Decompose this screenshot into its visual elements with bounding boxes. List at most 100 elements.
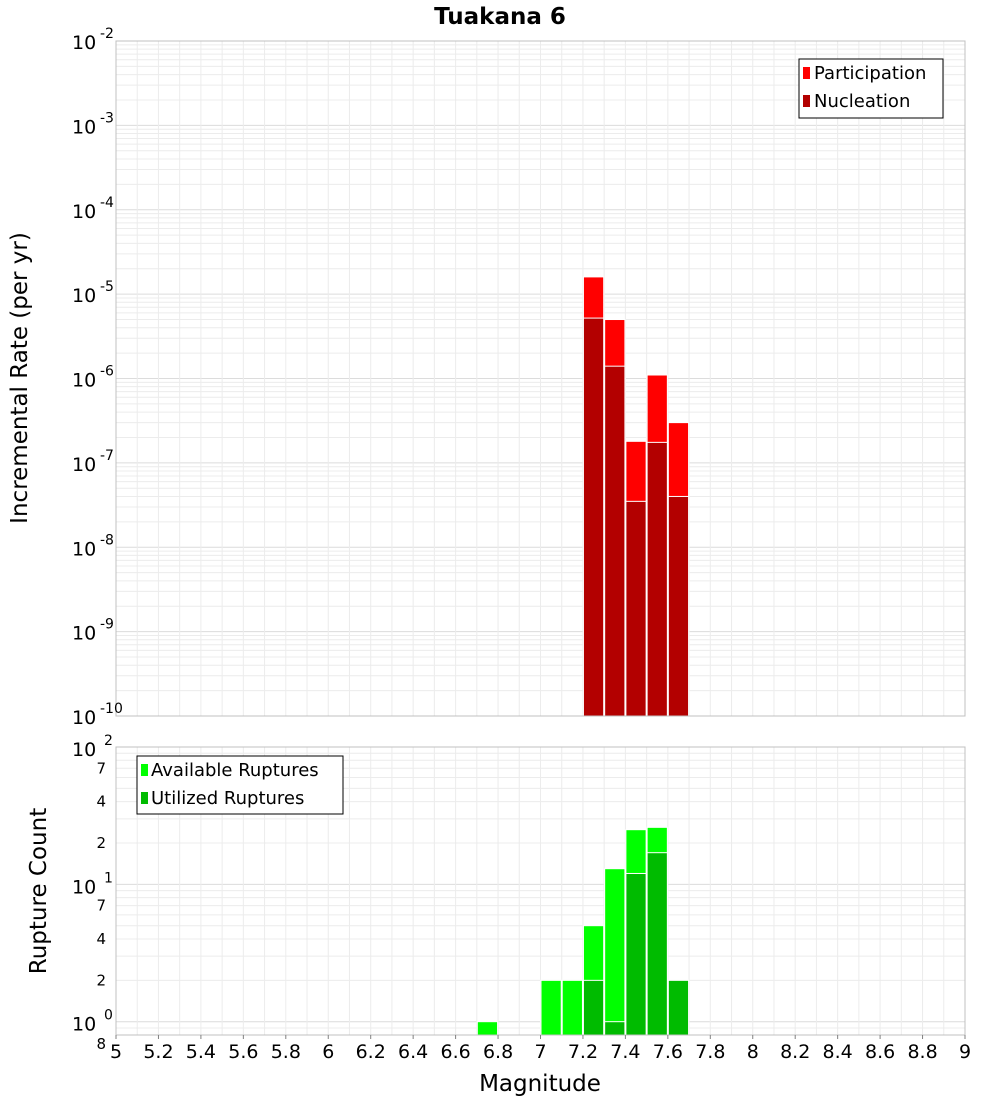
rate-y-tick-exponent: -8 (100, 532, 114, 548)
x-tick-label: 7.4 (610, 1041, 640, 1063)
nucleation-bar (582, 317, 605, 717)
available-ruptures-bar (476, 1021, 499, 1036)
count-y-minor-tick-label: 7 (96, 759, 106, 777)
utilized-ruptures-bar (646, 852, 668, 1036)
x-tick-label: 6.2 (356, 1041, 386, 1063)
rate-y-tick-exponent: -10 (100, 701, 123, 717)
count-y-minor-tick-label: 2 (96, 971, 106, 989)
nucleation-bar (646, 441, 668, 717)
rate-y-tick: 10 -3 (72, 110, 114, 138)
legend-label-participation: Participation (814, 63, 926, 84)
nucleation-bar (667, 495, 690, 717)
rate-plot-frame (115, 40, 966, 717)
rate-y-tick-exponent: -2 (100, 26, 114, 42)
x-tick-label: 6.8 (483, 1041, 513, 1063)
rate-y-tick-base: 10 (72, 285, 96, 307)
x-tick-label: 7.6 (653, 1041, 683, 1063)
x-tick-label: 7.8 (695, 1041, 725, 1063)
count-panel: 10 0 10 1 10 2 8 2 4 7 2 4 7 Rupture Count Available… (26, 733, 971, 1097)
x-tick-label: 6.4 (398, 1041, 428, 1063)
rate-y-tick-exponent: -6 (100, 364, 114, 380)
rate-legend-box (798, 58, 944, 119)
count-bars (476, 826, 690, 1036)
count-y-tick: 10 1 (72, 870, 113, 898)
rate-y-tick-base: 10 (72, 454, 96, 476)
rate-y-tick-base: 10 (72, 32, 96, 54)
utilized-ruptures-bar (582, 979, 605, 1036)
x-tick-label: 7 (534, 1041, 546, 1063)
rate-y-tick-base: 10 (72, 116, 96, 138)
legend-label-nucleation: Nucleation (814, 91, 910, 112)
legend-swatch-utilized-ruptures (141, 792, 148, 804)
rate-y-tick-exponent: -3 (100, 110, 114, 126)
x-tick-label: 5.2 (143, 1041, 173, 1063)
x-tick-label: 7.2 (568, 1041, 598, 1063)
rate-y-tick: 10 -10 (72, 701, 123, 729)
legend-label-utilized-ruptures: Utilized Ruptures (151, 788, 304, 809)
available-ruptures-bar (540, 979, 562, 1036)
nucleation-bar (604, 365, 626, 717)
x-tick-label: 6 (322, 1041, 334, 1063)
rate-y-tick-exponent: -4 (100, 195, 114, 211)
x-tick-label: 8.4 (823, 1041, 853, 1063)
available-ruptures-bar (561, 979, 583, 1036)
count-y-axis-label: Rupture Count (26, 808, 52, 974)
rate-y-tick: 10 -7 (72, 448, 114, 476)
rate-y-tick: 10 -9 (72, 617, 114, 645)
count-y-tick: 10 2 (72, 733, 113, 761)
x-tick-label: 5.6 (228, 1041, 258, 1063)
count-y-tick: 10 0 (72, 1008, 113, 1036)
available-ruptures-bar (604, 868, 626, 1036)
x-tick-label: 9 (959, 1041, 971, 1063)
rate-y-tick: 10 -8 (72, 532, 114, 560)
x-tick-label: 8.2 (780, 1041, 810, 1063)
chart-title: Tuakana 6 (434, 4, 566, 30)
rate-legend: Participation Nucleation (798, 58, 944, 119)
nucleation-bar (625, 500, 647, 717)
legend-swatch-available-ruptures (141, 764, 148, 776)
count-y-minor-tick-label: 7 (96, 897, 106, 915)
rate-y-tick: 10 -2 (72, 26, 114, 54)
count-y-minor-tick-label: 2 (96, 834, 106, 852)
count-legend: Available Ruptures Utilized Ruptures (136, 755, 344, 815)
x-tick-label: 8.6 (865, 1041, 895, 1063)
rate-y-tick-exponent: -7 (100, 448, 114, 464)
legend-swatch-participation (803, 67, 810, 79)
count-y-minor-tick-label: 4 (96, 793, 106, 811)
x-axis-label: Magnitude (479, 1071, 601, 1097)
rate-y-tick: 10 -5 (72, 279, 114, 307)
count-y-tick-exponent: 1 (104, 870, 113, 886)
count-y-tick-base: 10 (72, 739, 96, 761)
rate-gridlines (115, 40, 966, 717)
count-y-minor-tick-label: 8 (96, 1035, 106, 1053)
count-y-tick-exponent: 0 (104, 1008, 113, 1024)
rate-y-tick-base: 10 (72, 201, 96, 223)
rate-y-tick: 10 -4 (72, 195, 114, 223)
x-tick-labels: 5 5.2 5.4 5.6 5.8 6 6.2 6.4 6.6 6.8 7 7.2 7.4 7.6 7.8 8… (110, 1035, 971, 1063)
utilized-ruptures-bar (667, 979, 690, 1036)
count-y-tick-base: 10 (72, 1014, 96, 1036)
count-y-tick-labels: 10 0 10 1 10 2 8 2 4 7 2 4 7 (72, 733, 113, 1053)
legend-label-available-ruptures: Available Ruptures (151, 760, 319, 781)
x-tick-label: 8 (747, 1041, 759, 1063)
rate-y-tick-exponent: -9 (100, 617, 114, 633)
rate-y-tick-base: 10 (72, 707, 96, 729)
rate-y-tick-base: 10 (72, 538, 96, 560)
count-legend-box (136, 755, 344, 815)
rate-y-axis-label: Incremental Rate (per yr) (7, 232, 33, 524)
utilized-ruptures-bar (604, 1021, 626, 1036)
utilized-ruptures-bar (625, 872, 647, 1036)
x-tick-label: 6.6 (440, 1041, 470, 1063)
count-y-tick-base: 10 (72, 876, 96, 898)
count-y-tick-exponent: 2 (104, 733, 113, 749)
legend-swatch-nucleation (803, 95, 810, 107)
rate-y-tick: 10 -6 (72, 364, 114, 392)
x-tick-label: 5.8 (271, 1041, 301, 1063)
x-tick-label: 8.8 (907, 1041, 937, 1063)
x-tick-label: 5 (110, 1041, 122, 1063)
x-tick-label: 5.4 (186, 1041, 216, 1063)
rate-y-tick-base: 10 (72, 623, 96, 645)
